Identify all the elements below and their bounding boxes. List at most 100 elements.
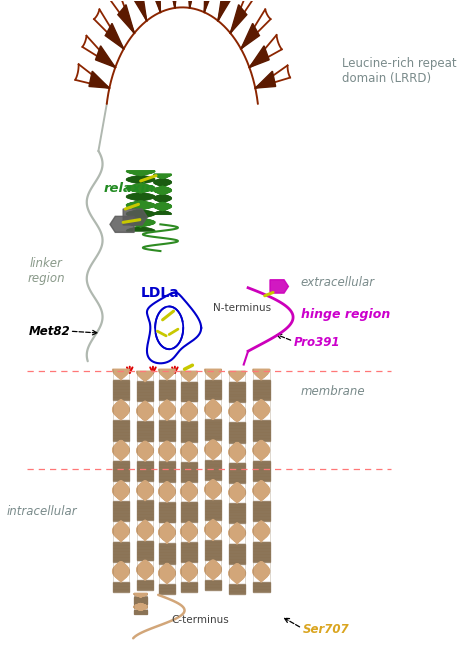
Polygon shape	[253, 423, 270, 424]
Polygon shape	[253, 419, 270, 421]
Polygon shape	[205, 572, 221, 573]
Polygon shape	[205, 435, 221, 436]
Polygon shape	[113, 501, 129, 502]
Polygon shape	[205, 432, 221, 433]
Polygon shape	[113, 570, 129, 571]
Polygon shape	[159, 384, 175, 385]
Polygon shape	[89, 71, 109, 88]
Polygon shape	[137, 464, 154, 465]
Polygon shape	[116, 415, 126, 416]
Polygon shape	[254, 406, 269, 407]
Polygon shape	[118, 522, 124, 523]
Polygon shape	[253, 531, 270, 532]
Polygon shape	[233, 580, 241, 581]
Polygon shape	[181, 439, 197, 440]
Polygon shape	[253, 518, 270, 519]
Polygon shape	[137, 492, 153, 493]
Polygon shape	[113, 381, 129, 382]
Polygon shape	[229, 441, 246, 442]
Polygon shape	[113, 382, 129, 383]
Polygon shape	[233, 418, 242, 419]
Polygon shape	[113, 475, 129, 476]
Polygon shape	[205, 568, 221, 569]
Polygon shape	[166, 542, 168, 543]
Polygon shape	[253, 436, 270, 437]
Polygon shape	[231, 487, 244, 488]
Polygon shape	[253, 409, 270, 410]
Polygon shape	[253, 410, 270, 411]
Polygon shape	[159, 530, 175, 531]
Polygon shape	[229, 395, 246, 396]
Polygon shape	[205, 547, 221, 549]
Polygon shape	[113, 391, 129, 392]
Polygon shape	[137, 430, 154, 431]
Polygon shape	[159, 570, 175, 571]
Polygon shape	[137, 465, 154, 466]
Polygon shape	[95, 45, 115, 68]
Polygon shape	[159, 544, 175, 545]
Polygon shape	[137, 421, 154, 422]
Polygon shape	[137, 439, 154, 440]
Polygon shape	[229, 439, 246, 440]
Polygon shape	[229, 573, 246, 574]
Polygon shape	[205, 507, 221, 508]
Polygon shape	[159, 480, 175, 481]
Polygon shape	[205, 526, 221, 527]
Polygon shape	[181, 584, 197, 585]
Polygon shape	[253, 503, 270, 504]
Polygon shape	[144, 499, 146, 500]
Polygon shape	[113, 504, 129, 505]
Polygon shape	[113, 589, 129, 590]
Polygon shape	[137, 546, 154, 547]
Polygon shape	[159, 371, 175, 372]
Polygon shape	[159, 383, 175, 384]
Polygon shape	[205, 588, 221, 589]
Polygon shape	[186, 379, 191, 380]
Polygon shape	[181, 510, 197, 511]
Polygon shape	[140, 444, 150, 445]
Polygon shape	[253, 590, 270, 591]
Polygon shape	[138, 446, 152, 447]
Polygon shape	[253, 542, 270, 543]
Polygon shape	[159, 488, 175, 489]
Polygon shape	[117, 578, 125, 579]
Polygon shape	[119, 499, 123, 500]
Polygon shape	[137, 434, 154, 435]
Polygon shape	[181, 473, 197, 474]
Polygon shape	[205, 467, 221, 468]
Polygon shape	[181, 389, 197, 391]
Polygon shape	[137, 388, 154, 389]
Polygon shape	[253, 425, 270, 426]
Polygon shape	[253, 397, 270, 398]
Polygon shape	[165, 500, 169, 501]
Polygon shape	[160, 487, 174, 488]
Polygon shape	[137, 502, 154, 503]
Polygon shape	[253, 389, 270, 390]
Polygon shape	[144, 380, 146, 381]
Polygon shape	[113, 421, 129, 422]
Polygon shape	[205, 518, 221, 520]
Polygon shape	[205, 511, 221, 512]
Polygon shape	[205, 559, 221, 560]
Polygon shape	[253, 569, 269, 570]
Polygon shape	[181, 388, 197, 389]
Polygon shape	[256, 415, 266, 416]
Polygon shape	[181, 512, 197, 513]
Polygon shape	[181, 488, 197, 489]
Polygon shape	[209, 456, 217, 457]
Polygon shape	[144, 401, 146, 402]
Polygon shape	[159, 436, 175, 437]
Polygon shape	[159, 517, 175, 518]
Polygon shape	[113, 469, 129, 470]
Polygon shape	[229, 451, 246, 452]
Polygon shape	[181, 534, 197, 535]
Polygon shape	[210, 481, 216, 482]
Polygon shape	[144, 481, 146, 482]
Polygon shape	[237, 502, 238, 503]
Polygon shape	[205, 487, 221, 488]
Polygon shape	[137, 531, 153, 532]
Polygon shape	[230, 5, 247, 33]
Polygon shape	[137, 581, 154, 582]
Polygon shape	[181, 585, 197, 586]
Polygon shape	[253, 571, 270, 572]
